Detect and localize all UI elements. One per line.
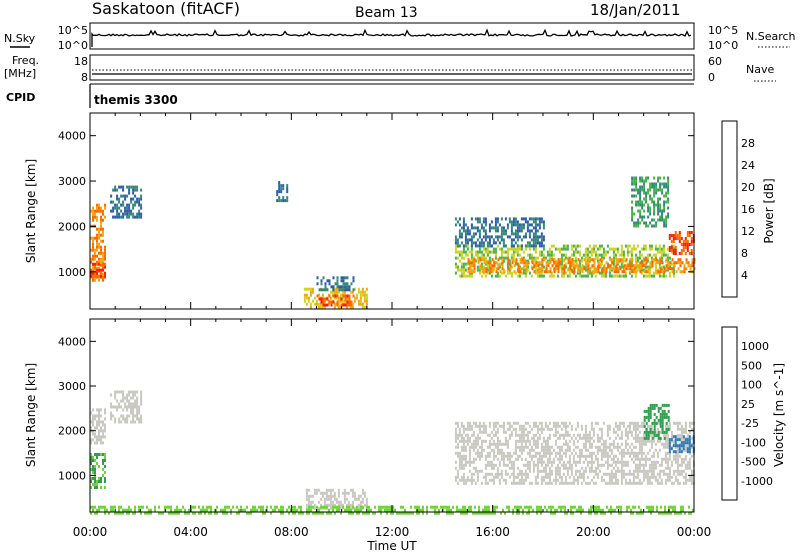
power-colorbar-tick-1: 8: [741, 247, 748, 260]
cpid-value: themis 3300: [94, 93, 178, 107]
power-region-9: [668, 231, 695, 255]
power-colorbar-label: Power [dB]: [762, 178, 776, 243]
velocity-y-axis-label: Slant Range [km]: [24, 363, 38, 467]
power-colorbar-tick-6: 28: [741, 137, 755, 150]
power-y-tick-2: 3000: [58, 175, 86, 188]
nsky-panel: N.Sky 10^5 10^0 10^5 10^0 N.Search: [4, 22, 796, 52]
power-region-3: [276, 181, 289, 203]
cpid-panel: CPID themis 3300: [6, 83, 694, 108]
nave-label: Nave: [746, 63, 774, 76]
power-region-10: [454, 217, 545, 248]
freq-tick-high: 18: [74, 55, 88, 68]
freq-label: Freq.: [12, 54, 39, 67]
velocity-colorbar: 1000 500 100 25 -25 -100 -500 -1000: [721, 326, 773, 501]
cpid-label: CPID: [6, 91, 35, 104]
power-region-5: [316, 294, 355, 307]
velocity-region-4: [454, 421, 695, 485]
velocity-region-6: [643, 403, 670, 440]
x-tick-label-1: 04:00: [173, 525, 208, 539]
power-x-ticks: [89, 113, 695, 309]
power-data-layer: [90, 176, 696, 309]
x-axis-label: Time UT: [366, 539, 417, 553]
nsky-trace: [91, 28, 692, 47]
velocity-colorbar-tick-4: -25: [741, 417, 759, 430]
velocity-data-layer: [90, 390, 695, 515]
x-tick-label-0: 00:00: [73, 525, 108, 539]
power-y-tick-1: 2000: [58, 220, 86, 233]
velocity-y-tick-3: 4000: [58, 335, 86, 348]
velocity-colorbar-tick-1: 500: [741, 359, 762, 372]
x-tick-label-3: 12:00: [375, 525, 410, 539]
power-y-tick-0: 1000: [58, 266, 86, 279]
velocity-colorbar-tick-3: 25: [741, 398, 755, 411]
x-tick-label-4: 16:00: [475, 525, 510, 539]
power-region-8: [467, 258, 696, 274]
velocity-region-1: [90, 408, 106, 445]
velocity-y-tick-1: 2000: [58, 425, 86, 438]
velocity-y-tick-0: 1000: [58, 469, 86, 482]
nsearch-tick-low: 10^0: [708, 39, 738, 52]
date-title: 18/Jan/2011: [590, 1, 681, 19]
velocity-colorbar-label: Velocity [m s^-1]: [772, 363, 786, 467]
power-colorbar-tick-3: 16: [741, 203, 755, 216]
power-region-11: [631, 176, 670, 228]
power-region-1: [90, 262, 106, 278]
velocity-region-2: [110, 390, 143, 424]
beam-title: Beam 13: [355, 5, 418, 21]
nave-tick-high: 60: [708, 55, 722, 68]
nsearch-label: N.Search: [746, 30, 796, 43]
velocity-colorbar-tick-2: 100: [741, 379, 762, 392]
velocity-region-5: [668, 435, 695, 454]
velocity-colorbar-tick-7: -1000: [741, 475, 773, 488]
nsky-tick-low: 10^0: [58, 39, 88, 52]
freq-tick-low: 8: [81, 71, 88, 84]
x-tick-label-5: 20:00: [576, 525, 611, 539]
velocity-colorbar-tick-6: -500: [741, 456, 766, 469]
freq-panel: Freq. [MHz] 18 8 60 0 Nave: [4, 54, 776, 84]
nsky-tick-high: 10^5: [58, 24, 88, 37]
velocity-x-ticks: [89, 319, 695, 512]
power-colorbar-tick-5: 24: [741, 159, 755, 172]
x-tick-label-6: 00:00: [677, 525, 712, 539]
velocity-y-tick-2: 3000: [58, 380, 86, 393]
velocity-region-0: [90, 453, 106, 489]
velocity-y-axis: 1000 2000 3000 4000: [58, 335, 694, 482]
x-tick-label-2: 08:00: [274, 525, 309, 539]
power-colorbar: 4 8 12 16 20 24 28: [721, 120, 755, 298]
velocity-panel: 1000 2000 3000 4000 Slant Range [km] 1000 50…: [24, 318, 786, 515]
power-colorbar-tick-2: 12: [741, 225, 755, 238]
nave-tick-low: 0: [708, 71, 715, 84]
x-axis-tick-labels: 00:00 04:00 08:00 12:00 16:00 20:00 00:00: [73, 525, 712, 539]
power-region-4: [303, 287, 368, 309]
velocity-colorbar-tick-5: -100: [741, 436, 766, 449]
nsky-label: N.Sky: [4, 32, 36, 45]
power-y-tick-3: 4000: [58, 130, 86, 143]
velocity-colorbar-tick-0: 1000: [741, 340, 769, 353]
power-y-axis: 1000 2000 3000 4000: [58, 130, 694, 279]
power-colorbar-tick-4: 20: [741, 181, 755, 194]
power-region-6: [316, 276, 355, 292]
freq-unit-label: [MHz]: [4, 67, 36, 80]
power-panel: 1000 2000 3000 4000 Slant Range [km] 4 8 12 16…: [24, 112, 776, 310]
nsearch-tick-high: 10^5: [708, 24, 738, 37]
power-colorbar-tick-0: 4: [741, 269, 748, 282]
power-y-axis-label: Slant Range [km]: [24, 159, 38, 263]
velocity-region-7: [90, 505, 694, 515]
station-title: Saskatoon (fitACF): [92, 0, 240, 18]
power-region-2: [110, 185, 143, 219]
